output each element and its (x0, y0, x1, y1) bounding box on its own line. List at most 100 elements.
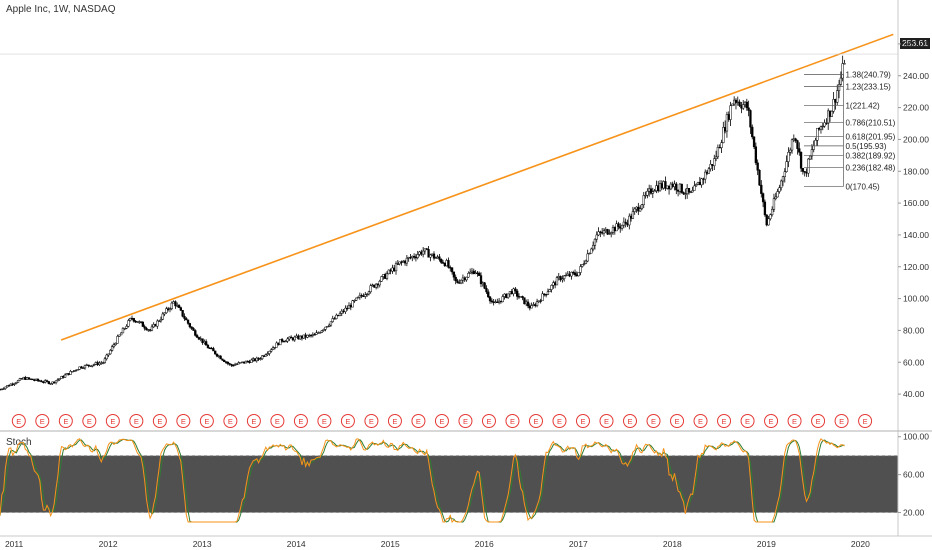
candle-body (461, 277, 465, 281)
candle-body (252, 358, 255, 361)
earnings-marker (717, 414, 732, 428)
candle-body (666, 185, 669, 189)
earnings-marker (481, 414, 496, 428)
candle-body (622, 221, 626, 226)
candle-body (239, 362, 242, 364)
candle-body (635, 206, 638, 210)
candle-body (752, 136, 756, 147)
candle-body (7, 385, 11, 387)
candle-body (586, 253, 589, 262)
candle-body (136, 321, 139, 323)
y-tick-label: 200.00 (903, 134, 929, 144)
earnings-marker-label: E (204, 417, 209, 426)
candle-body (67, 373, 70, 375)
candle-body (492, 301, 495, 303)
candle-body (447, 260, 450, 268)
candle-body (756, 162, 759, 171)
candle-body (230, 364, 233, 366)
candle-body (601, 232, 604, 234)
candle-body (356, 296, 360, 299)
earnings-marker-label: E (40, 417, 45, 426)
candle-body (563, 275, 566, 279)
candle-body (268, 350, 271, 354)
earnings-marker (646, 414, 661, 428)
candle-body (523, 297, 526, 305)
candle-body (794, 138, 797, 141)
candle-body (36, 378, 40, 381)
candle-body (714, 156, 718, 159)
candle-body (834, 99, 837, 103)
candle-body (0, 388, 3, 391)
candle-body (400, 261, 403, 263)
candle-body (154, 324, 157, 327)
candle-body (695, 184, 698, 187)
candle-body (642, 195, 645, 205)
candle-body (532, 304, 535, 306)
candle-body (499, 300, 503, 303)
candle-body (785, 161, 788, 172)
candle-body (109, 350, 112, 355)
candle-body (734, 99, 738, 103)
candle-body (608, 233, 611, 235)
candle-body (423, 248, 427, 252)
earnings-marker-label: E (228, 417, 233, 426)
candle-body (139, 321, 143, 323)
candle-body (286, 338, 289, 342)
candle-body (83, 364, 87, 369)
candle-body (519, 296, 522, 298)
earnings-marker-label: E (134, 417, 139, 426)
x-tick-label: 2016 (475, 539, 494, 549)
candle-body (449, 267, 452, 269)
candle-body (212, 348, 215, 352)
candle-body (740, 105, 743, 109)
candle-body (725, 114, 729, 132)
candle-body (82, 367, 85, 369)
symbol-title: Apple Inc, 1W, NASDAQ (6, 4, 116, 15)
candle-body (299, 335, 302, 340)
candle-body (676, 189, 680, 192)
candle-body (819, 126, 823, 130)
candle-body (190, 326, 193, 329)
earnings-marker-label: E (298, 417, 303, 426)
candle-body (561, 278, 564, 281)
candle-body (74, 369, 78, 372)
candle-body (610, 232, 613, 234)
candle-body (228, 363, 231, 365)
candle-body (503, 293, 506, 297)
candle-body (112, 344, 116, 347)
candle-body (760, 184, 763, 194)
candle-body (467, 273, 470, 278)
candle-body (364, 294, 367, 297)
candle-body (42, 381, 45, 383)
candle-body (700, 178, 703, 186)
earnings-marker-label: E (628, 417, 633, 426)
candle-body (250, 359, 253, 363)
y-tick-label: 100.00 (903, 294, 929, 304)
candle-body (132, 318, 135, 322)
candle-body (302, 334, 305, 339)
candle-body (463, 277, 466, 281)
candle-body (638, 208, 642, 212)
candle-body (337, 314, 340, 317)
earnings-marker (387, 414, 402, 428)
candle-body (309, 334, 313, 337)
earnings-marker (623, 414, 638, 428)
x-tick-label: 2018 (663, 539, 682, 549)
fib-level-label: 0.786(210.51) (845, 119, 895, 128)
candle-body (593, 238, 597, 246)
candle-body (843, 63, 846, 65)
candle-body (219, 355, 222, 360)
candle-body (384, 274, 387, 279)
candle-body (24, 377, 27, 380)
candle-body (749, 110, 752, 128)
candle-body (295, 335, 298, 338)
candle-body (318, 332, 322, 334)
candle-body (658, 183, 662, 192)
candle-body (394, 263, 398, 272)
candle-body (548, 289, 551, 293)
candle-body (40, 380, 43, 383)
candle-body (297, 335, 300, 340)
candle-body (159, 319, 163, 322)
candle-body (125, 326, 128, 329)
